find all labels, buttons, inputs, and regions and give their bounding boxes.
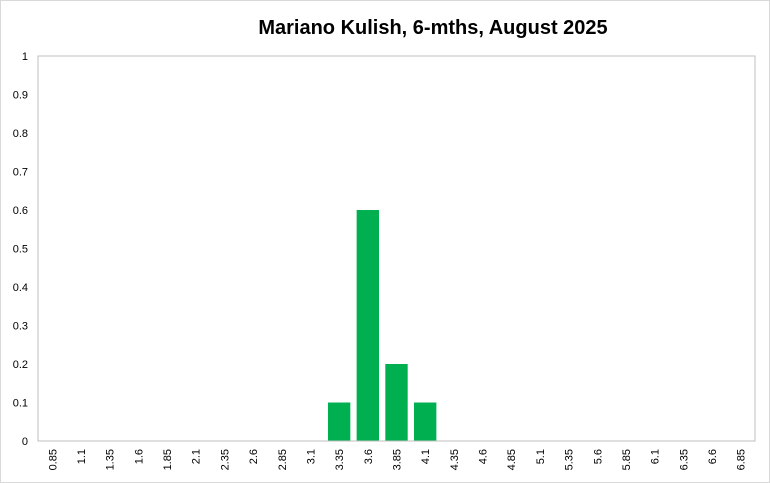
chart-title: Mariano Kulish, 6-mths, August 2025	[258, 17, 608, 39]
x-tick-label: 2.35	[219, 449, 231, 470]
x-tick-label: 4.85	[506, 449, 518, 470]
x-tick-label: 4.6	[478, 449, 490, 464]
y-tick-label: 0.3	[13, 321, 28, 333]
x-tick-label: 5.35	[564, 449, 576, 470]
x-axis-ticks: 0.85 1.1 1.35 1.6 1.85 2.1 2.35 2.6 2.85 3.1 3.35 3…	[47, 449, 747, 470]
y-tick-label: 0.5	[13, 244, 28, 256]
x-tick-label: 6.6	[707, 449, 719, 464]
bar-3.35	[327, 402, 351, 441]
y-tick-label: 0.9	[13, 90, 28, 102]
x-tick-label: 2.1	[191, 449, 203, 464]
x-tick-label: 2.6	[248, 449, 260, 464]
x-tick-label: 1.6	[133, 449, 145, 464]
x-tick-label: 1.35	[105, 449, 117, 470]
y-tick-label: 1	[22, 51, 28, 63]
y-tick-label: 0.1	[13, 398, 28, 410]
y-tick-label: 0.7	[13, 167, 28, 179]
y-tick-label: 0.6	[13, 205, 28, 217]
x-tick-label: 2.85	[277, 449, 289, 470]
y-tick-label: 0	[22, 436, 28, 448]
x-tick-label: 1.85	[162, 449, 174, 470]
x-tick-label: 6.1	[650, 449, 662, 464]
x-tick-label: 6.35	[678, 449, 690, 470]
y-tick-label: 0.8	[13, 128, 28, 140]
x-tick-label: 4.35	[449, 449, 461, 470]
x-tick-label: 3.35	[334, 449, 346, 470]
x-tick-label: 6.85	[736, 449, 748, 470]
x-tick-label: 0.85	[47, 449, 59, 470]
y-tick-label: 0.4	[13, 282, 28, 294]
y-tick-label: 0.2	[13, 359, 28, 371]
bar-4.1	[413, 402, 437, 441]
x-tick-label: 5.6	[592, 449, 604, 464]
y-axis-ticks: 0 0.1 0.2 0.3 0.4 0.5 0.6 0.7 0.8 0.9 1	[13, 51, 28, 448]
bar-3.85	[385, 364, 408, 441]
x-tick-label: 3.6	[363, 449, 375, 464]
x-tick-label: 3.1	[305, 449, 317, 464]
x-tick-label: 5.1	[535, 449, 547, 464]
x-tick-label: 1.1	[76, 449, 88, 464]
x-tick-label: 3.85	[392, 449, 404, 470]
bar-3.6	[356, 210, 380, 441]
x-tick-label: 5.85	[621, 449, 633, 470]
x-tick-label: 4.1	[420, 449, 432, 464]
bars	[327, 210, 437, 441]
